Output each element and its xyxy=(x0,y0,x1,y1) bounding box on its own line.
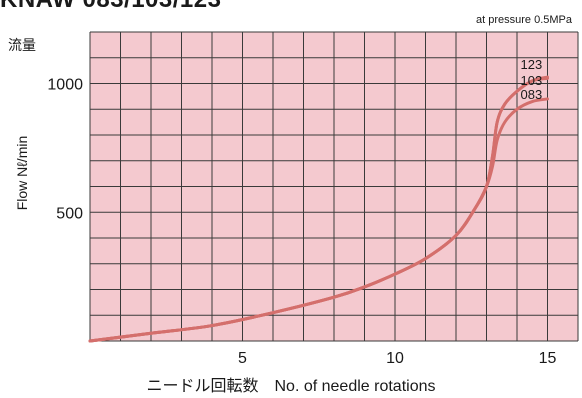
y-tick-label: 500 xyxy=(56,205,83,222)
chart-title: KNAW 083/103/123 xyxy=(0,0,221,14)
series-label-103: 103 xyxy=(521,73,543,88)
y-axis-label-japanese: 流量 xyxy=(8,37,36,53)
series-label-083: 083 xyxy=(521,87,543,102)
x-axis-label: ニードル回転数 No. of needle rotations xyxy=(146,378,436,395)
series-lines xyxy=(88,75,549,343)
x-tick-label: 5 xyxy=(238,350,247,367)
y-tick-label: 1000 xyxy=(47,77,83,94)
y-tick-labels: 500 1000 xyxy=(47,77,83,223)
series-line-123 xyxy=(88,75,549,343)
grid xyxy=(89,31,579,342)
x-tick-label: 15 xyxy=(539,350,557,367)
x-tick-labels: 5 10 15 xyxy=(238,350,556,367)
pressure-condition: at pressure 0.5MPa xyxy=(476,14,572,26)
series-label-123: 123 xyxy=(521,57,543,72)
x-tick-label: 10 xyxy=(386,350,404,367)
